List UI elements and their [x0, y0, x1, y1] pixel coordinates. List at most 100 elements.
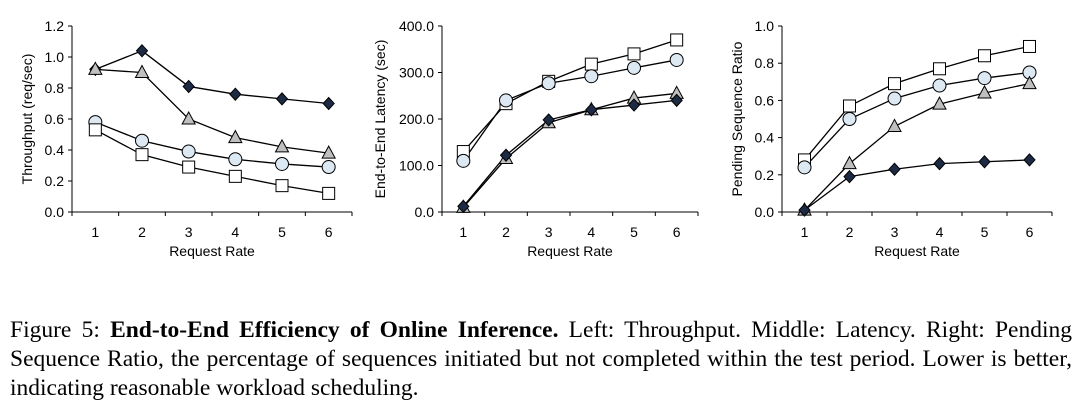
- data-point-circle: [541, 76, 556, 91]
- throughput-x-axis-title: Request Rate: [169, 243, 255, 259]
- x-tick-label: 6: [1026, 224, 1034, 240]
- x-tick-label: 1: [801, 224, 809, 240]
- caption-prefix: Figure 5:: [10, 317, 111, 343]
- data-point-circle: [627, 60, 641, 75]
- data-point-circle: [669, 52, 684, 67]
- data-point-diamond: [798, 203, 811, 217]
- data-point-diamond: [457, 199, 470, 214]
- x-tick-label: 4: [936, 224, 944, 240]
- data-point-square: [182, 160, 196, 174]
- caption-bold: End-to-End Efficiency of Online Inferenc…: [110, 317, 559, 343]
- y-tick-label: 1.0: [755, 18, 775, 34]
- series-line-triangle: [95, 68, 329, 154]
- y-tick-label: 400.0: [399, 18, 434, 34]
- data-point-circle: [499, 93, 513, 108]
- data-point-diamond: [1023, 153, 1036, 167]
- data-point-diamond: [275, 92, 289, 106]
- y-tick-label: 0.2: [755, 167, 775, 183]
- data-point-triangle: [227, 129, 243, 144]
- data-point-square: [978, 49, 991, 63]
- data-point-square: [584, 57, 598, 71]
- data-point-square: [933, 62, 946, 76]
- data-point-square: [88, 123, 102, 137]
- data-point-square: [135, 148, 149, 162]
- pending-ratio-chart: 0.0 0.2 0.4 0.6 0.8 1.0 1 2 3 4 5 6 Request Rate Pend…: [729, 18, 1053, 259]
- data-point-circle: [842, 112, 857, 126]
- data-point-diamond: [627, 98, 641, 112]
- data-point-triangle: [1022, 75, 1037, 90]
- caption-rest: Left: Throughput. Middle: Latency. Right…: [10, 317, 1073, 401]
- data-point-square: [228, 169, 242, 183]
- y-tick-label: 0.8: [45, 80, 65, 96]
- y-tick-label: 300.0: [399, 65, 434, 81]
- latency-x-axis-title: Request Rate: [527, 243, 613, 259]
- data-point-diamond: [933, 156, 946, 171]
- data-point-diamond: [585, 102, 598, 117]
- data-point-circle: [228, 152, 243, 167]
- x-tick-label: 1: [459, 224, 467, 240]
- data-point-square: [1023, 39, 1036, 53]
- data-point-triangle: [321, 145, 337, 159]
- throughput-chart: 0.0 0.2 0.4 0.6 0.8 1.0 1.2 1 2 3 4 5 6 Request Rate T…: [19, 18, 353, 259]
- data-point-triangle: [134, 64, 150, 78]
- data-point-triangle: [887, 118, 902, 132]
- data-point-square: [888, 77, 901, 91]
- x-tick-label: 4: [231, 224, 239, 240]
- data-point-diamond: [670, 93, 683, 108]
- series-line-diamond: [804, 159, 1030, 211]
- x-tick-label: 1: [91, 224, 99, 240]
- data-point-circle: [797, 160, 812, 175]
- y-tick-label: 0.8: [755, 55, 775, 71]
- y-tick-label: 0.0: [45, 204, 65, 220]
- data-point-diamond: [135, 44, 149, 58]
- data-point-square: [275, 179, 289, 193]
- x-tick-label: 2: [138, 224, 146, 240]
- data-point-square: [627, 47, 641, 61]
- y-tick-label: 0.0: [415, 204, 435, 220]
- series-line-triangle: [462, 92, 677, 208]
- data-point-circle: [181, 144, 196, 159]
- data-point-diamond: [499, 148, 513, 163]
- data-point-circle: [135, 133, 149, 148]
- data-point-circle: [456, 153, 471, 168]
- throughput-y-axis-title: Throughput (req/sec): [19, 54, 35, 185]
- x-tick-label: 6: [325, 224, 333, 240]
- x-tick-label: 2: [502, 224, 510, 240]
- figure-charts: 0.0 0.2 0.4 0.6 0.8 1.0 1.2 1 2 3 4 5 6 Request Rate T…: [19, 18, 1053, 259]
- y-tick-label: 0.2: [45, 173, 65, 189]
- series-line-diamond: [95, 50, 329, 105]
- x-tick-label: 2: [846, 224, 854, 240]
- data-point-circle: [977, 71, 992, 86]
- series-line-circle: [462, 59, 677, 162]
- data-point-diamond: [322, 96, 335, 111]
- y-tick-label: 0.4: [755, 130, 775, 146]
- pending-ratio-y-axis-title: Pending Sequence Ratio: [729, 41, 745, 196]
- data-point-triangle: [181, 110, 197, 125]
- y-tick-label: 200.0: [399, 111, 434, 127]
- data-point-square: [322, 186, 336, 200]
- latency-y-axis-title: End-to-End Latency (sec): [372, 40, 388, 199]
- data-point-circle: [887, 91, 902, 106]
- x-tick-label: 3: [185, 224, 193, 240]
- data-point-square: [670, 33, 684, 47]
- y-tick-label: 100.0: [399, 158, 434, 174]
- data-point-triangle: [87, 61, 103, 75]
- data-point-circle: [275, 156, 289, 171]
- data-point-square: [843, 99, 856, 113]
- data-point-diamond: [843, 169, 856, 184]
- data-point-diamond: [888, 162, 901, 176]
- data-point-diamond: [542, 113, 555, 127]
- data-point-circle: [321, 160, 336, 175]
- data-point-triangle: [977, 84, 992, 99]
- x-tick-label: 5: [981, 224, 989, 240]
- x-tick-label: 3: [891, 224, 899, 240]
- series-line-square: [462, 39, 677, 152]
- x-tick-label: 5: [630, 224, 638, 240]
- series-line-triangle: [804, 83, 1030, 211]
- data-point-diamond: [182, 79, 195, 94]
- data-point-triangle: [274, 138, 290, 153]
- x-tick-label: 5: [278, 224, 286, 240]
- y-tick-label: 0.0: [755, 204, 775, 220]
- y-tick-label: 1.0: [45, 49, 65, 65]
- x-tick-label: 3: [545, 224, 553, 240]
